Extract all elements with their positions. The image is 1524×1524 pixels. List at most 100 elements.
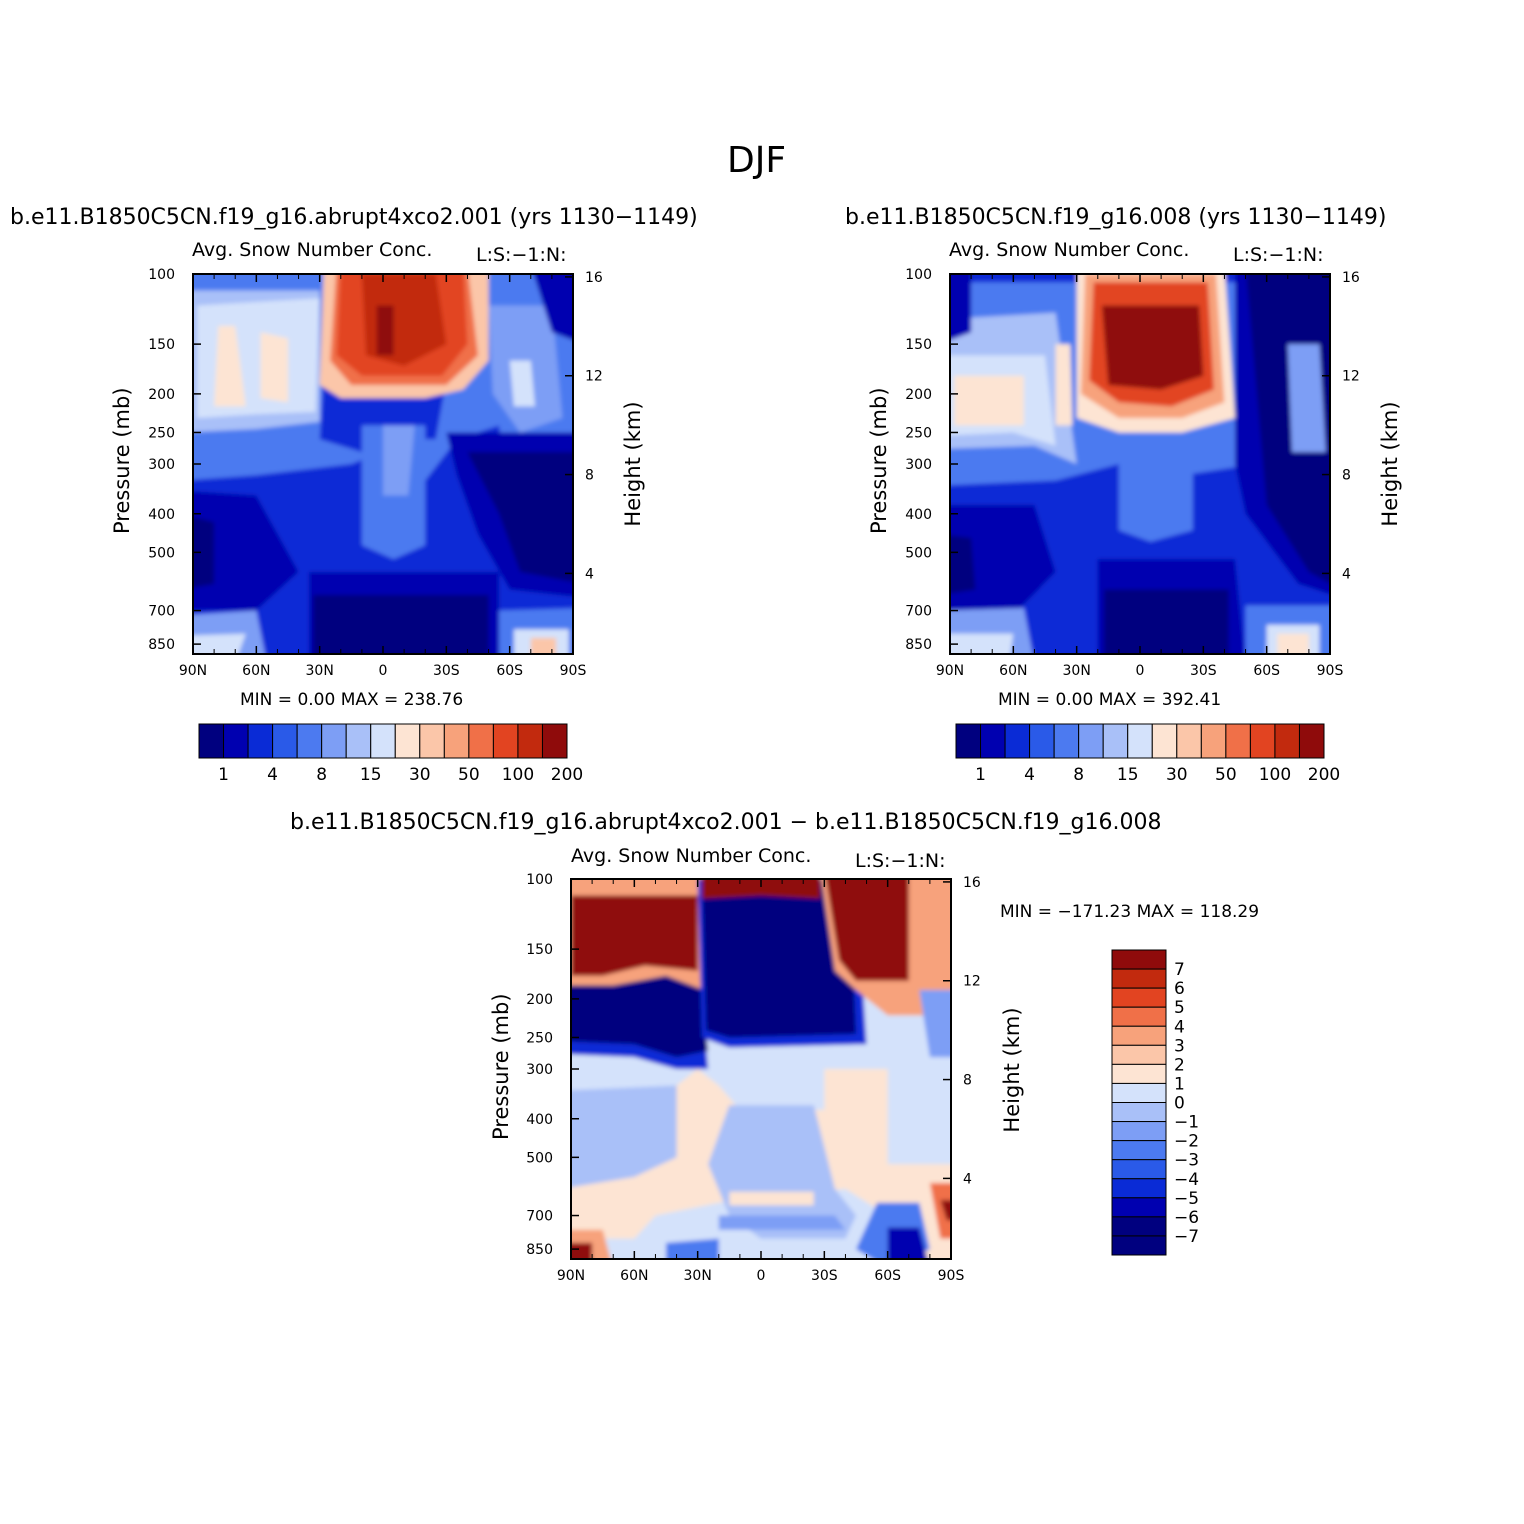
colorbar-3-box bbox=[1111, 1102, 1167, 1123]
contour-level-8-nh-low bbox=[950, 633, 1014, 654]
colorbar-3-label: 5 bbox=[1174, 998, 1185, 1018]
contour-level-9a bbox=[214, 325, 246, 407]
colorbar-3-label: −4 bbox=[1174, 1170, 1199, 1190]
panel-3-ptick-label: 300 bbox=[526, 1062, 553, 1078]
panel-3-xtick-label: 60S bbox=[874, 1268, 901, 1284]
panel-3-xtick-label: 90N bbox=[557, 1268, 585, 1284]
panel-1-contours bbox=[193, 274, 573, 654]
contour-level-9 bbox=[954, 375, 1024, 426]
panel-1-xtick-label: 60N bbox=[242, 663, 270, 679]
contour-level-2-nh bbox=[193, 491, 299, 611]
panel-1-ptick-label: 150 bbox=[148, 337, 175, 353]
panel-1-minmax: MIN = 0.00 MAX = 238.76 bbox=[240, 690, 464, 710]
panel-2-htick-label: 4 bbox=[1342, 566, 1351, 582]
panel-3-ptick-label: 150 bbox=[526, 942, 553, 958]
colorbar-1-label: 30 bbox=[409, 765, 431, 785]
panel-1-case-title: b.e11.B1850C5CN.f19_g16.abrupt4xco2.001 … bbox=[10, 205, 698, 230]
panel-3-ptick-label: 250 bbox=[526, 1030, 553, 1046]
contour-level-9-band bbox=[729, 1191, 814, 1206]
contour-level-15-sh-low bbox=[940, 1200, 951, 1221]
panel-3-xtick-label: 0 bbox=[757, 1268, 766, 1284]
panel-2-htick-label: 12 bbox=[1342, 369, 1360, 385]
colorbar-3-box bbox=[1111, 949, 1167, 970]
contour-level-10-sh-low bbox=[530, 637, 557, 654]
colorbar-3-label: −5 bbox=[1174, 1189, 1199, 1209]
panel-1-xtick-label: 0 bbox=[379, 663, 388, 679]
colorbar-2-box bbox=[955, 723, 982, 759]
colorbar-1-box bbox=[492, 723, 519, 759]
panel-3-htick-label: 4 bbox=[963, 1171, 972, 1187]
colorbar-3-box bbox=[1111, 1025, 1167, 1046]
contour-level-1-nh bbox=[571, 970, 709, 1058]
colorbar-2-box bbox=[1298, 723, 1325, 759]
panel-1-axes: 90N 60N 30N 0 30S 60S 90S 100 150 200 250 300 400 500… bbox=[148, 267, 603, 679]
colorbar-2-label: 50 bbox=[1215, 765, 1237, 785]
panel-1-xtick-label: 30S bbox=[433, 663, 460, 679]
panel-1-xtick-label: 90N bbox=[179, 663, 207, 679]
panel-2-xtick-label: 60S bbox=[1253, 663, 1280, 679]
colorbar-1-label: 8 bbox=[316, 765, 327, 785]
panel-2-ptick-label: 500 bbox=[905, 545, 932, 561]
colorbar-2-label: 200 bbox=[1308, 765, 1340, 785]
contour-level-6-plume bbox=[383, 425, 415, 496]
colorbar-3-label: 1 bbox=[1174, 1074, 1185, 1094]
contour-level-1-sh bbox=[467, 452, 573, 582]
contour-level-6-band bbox=[718, 1215, 846, 1230]
colorbar-3-box bbox=[1111, 1159, 1167, 1180]
colorbar-1-box bbox=[321, 723, 347, 759]
panel-2-minmax: MIN = 0.00 MAX = 392.41 bbox=[998, 690, 1222, 710]
colorbar-1-box bbox=[223, 723, 249, 759]
panel-2-units-title: L:S:−1:N: bbox=[1233, 244, 1324, 266]
colorbar-1-box bbox=[394, 723, 421, 759]
contour-level-1-nh bbox=[950, 535, 976, 594]
panel-3-variable-title: Avg. Snow Number Conc. bbox=[571, 845, 812, 867]
colorbar-3-box bbox=[1111, 1063, 1167, 1084]
colorbar-1-label: 200 bbox=[551, 765, 583, 785]
panel-1-htick-label: 12 bbox=[585, 369, 603, 385]
colorbar-1-label: 50 bbox=[458, 765, 480, 785]
panel-1-ptick-label: 250 bbox=[148, 425, 175, 441]
colorbar-2-label: 1 bbox=[975, 765, 986, 785]
contour-level-15 bbox=[1102, 305, 1204, 390]
panel-2-ptick-label: 250 bbox=[905, 425, 932, 441]
contour-level-15-nh-up bbox=[571, 895, 698, 976]
contour-level-1-low bbox=[313, 595, 489, 654]
contour-level-15-sh-up bbox=[825, 879, 909, 981]
contour-level-2-corner bbox=[533, 274, 573, 341]
panel-1-ptick-label: 500 bbox=[148, 545, 175, 561]
panel-3-ptick-label: 400 bbox=[526, 1112, 553, 1128]
panel-2-htick-label: 16 bbox=[1342, 270, 1360, 286]
colorbar-2-box bbox=[1151, 723, 1178, 759]
colorbar-2-box bbox=[1225, 723, 1251, 759]
panel-3-ptick-label: 100 bbox=[526, 872, 553, 888]
panel-2-field bbox=[950, 274, 1330, 654]
panel-2-ptick-label: 700 bbox=[905, 604, 932, 620]
colorbar-2-box bbox=[1200, 723, 1227, 759]
colorbar-1-label: 1 bbox=[218, 765, 229, 785]
contour-level-1-core bbox=[701, 879, 856, 1038]
colorbar-3-box bbox=[1111, 987, 1167, 1008]
contour-level-1-nh bbox=[193, 516, 215, 588]
colorbar-2-label: 8 bbox=[1073, 765, 1084, 785]
figure-title: DJF bbox=[727, 140, 787, 181]
panel-3-htick-label: 12 bbox=[963, 974, 981, 990]
colorbar-3-box bbox=[1111, 1006, 1167, 1027]
contour-level-5-plume bbox=[1118, 432, 1193, 542]
colorbar-3-box bbox=[1111, 1197, 1167, 1218]
panel-3-case-title: b.e11.B1850C5CN.f19_g16.abrupt4xco2.001 … bbox=[290, 810, 1162, 835]
contour-level-15-nh-low bbox=[571, 1242, 593, 1259]
panel-2-xtick-label: 90S bbox=[1317, 663, 1344, 679]
panel-2-variable-title: Avg. Snow Number Conc. bbox=[949, 239, 1190, 261]
panel-3-units-title: L:S:−1:N: bbox=[855, 850, 946, 872]
contour-level-1-low bbox=[1104, 589, 1229, 654]
colorbar-1-box bbox=[443, 723, 470, 759]
panel-3-minmax: MIN = −171.23 MAX = 118.29 bbox=[1000, 902, 1260, 922]
contour-level-2-corner bbox=[950, 274, 972, 341]
contour-level-8-nh-low bbox=[193, 633, 246, 654]
panel-2-axes: 90N 60N 30N 0 30S 60S 90S 100 150 200 250 300 400 500… bbox=[905, 267, 1360, 679]
colorbar-2-label: 4 bbox=[1024, 765, 1035, 785]
contour-level-9b bbox=[1055, 344, 1073, 426]
panel-2-ptick-label: 400 bbox=[905, 507, 932, 523]
